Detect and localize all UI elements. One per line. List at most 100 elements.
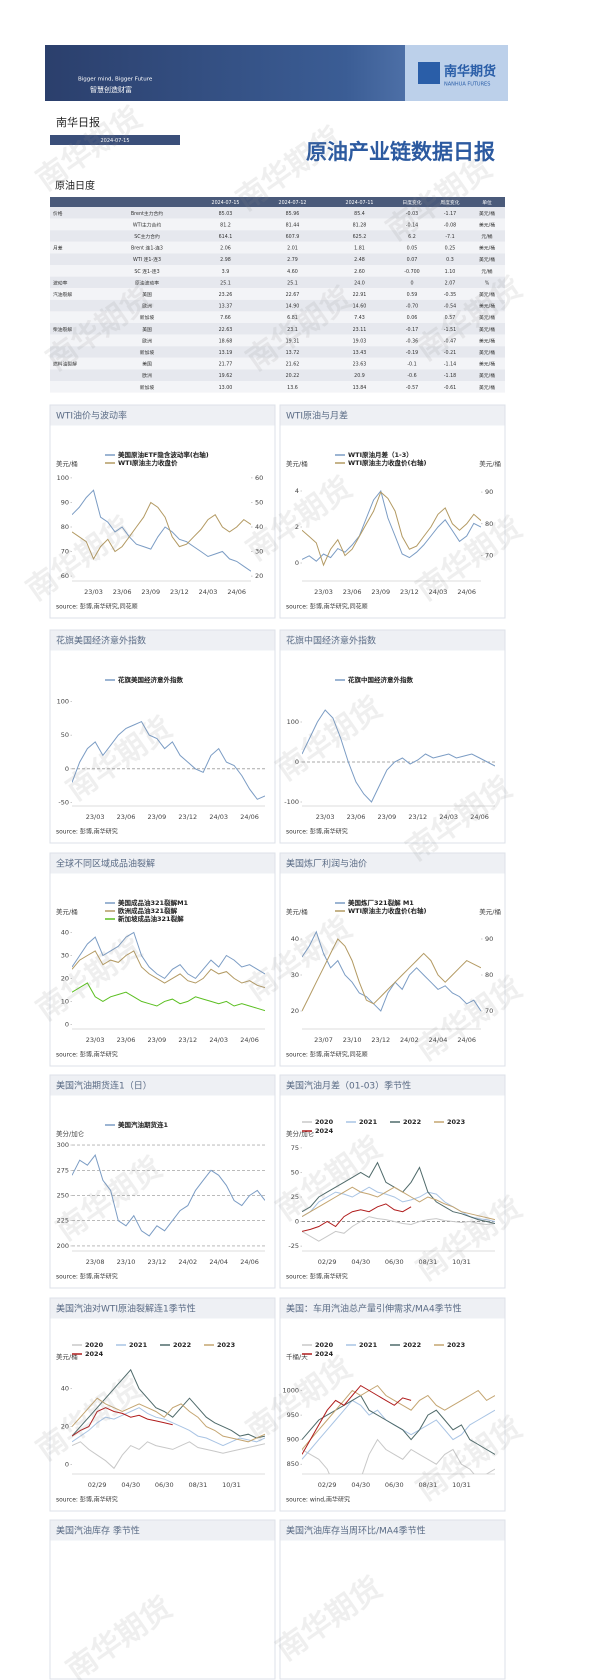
table-cell: 新加坡 [140,349,155,356]
y-tick-label: 275 [57,1166,69,1174]
table-cell: 19.03 [353,338,367,344]
x-tick-label: 23/09 [378,813,397,821]
table-cell: 13.72 [286,350,300,356]
legend-label: 2024 [85,1350,104,1358]
panel-title: WTI油价与波动率 [56,410,127,422]
table-cell: 美元/桶 [479,291,495,298]
table-cell: 0.06 [407,315,418,321]
y-tick-label: -50 [58,799,69,807]
table-cell: 0.57 [445,315,456,321]
y2-axis-label: 美元/桶 [479,907,501,916]
table-cell: 13.19 [219,350,233,356]
y-tick-label: -25 [288,1242,299,1250]
series-line [72,1368,265,1439]
x-tick-label: 04/30 [351,1481,370,1489]
table-row [50,230,505,242]
table-cell: -0.08 [444,222,456,228]
y-axis-label: 美分/加仑 [56,1129,85,1138]
table-cell: 0.05 [407,246,418,252]
table-cell: 燃料油裂解 [53,361,77,368]
legend-label: 2020 [85,1341,104,1349]
y2-tick-label: 40 [255,523,263,531]
table-row [50,218,505,231]
table-cell: 13.43 [353,350,367,356]
table-cell: 美国 [142,326,152,333]
panel [279,1074,506,1289]
y-tick-label: 850 [287,1460,299,1468]
table-cell: -0.1 [407,362,416,368]
legend-label: 美国原油ETF隐含波动率(右轴) [118,450,209,459]
table-cell: -1.14 [444,362,456,368]
y-tick-label: 100 [57,697,69,705]
x-tick-label: 23/09 [148,813,167,821]
table-cell: 美元/桶 [479,245,495,252]
panel-header [50,630,275,651]
table-cell: 4.60 [287,269,298,275]
panel-title: 花旗中国经济意外指数 [286,635,376,647]
series-line [72,720,265,800]
table-cell: 0 [410,280,413,286]
x-tick-label: 04/30 [121,1481,140,1489]
table-cell: 14.90 [286,304,300,310]
table-row [50,369,505,381]
table-cell: 81.2 [220,222,231,228]
y-axis-label: 美分/加仑 [286,1129,315,1138]
y-tick-label: 50 [61,731,69,739]
table-cell: % [485,280,490,286]
table-cell: 价格 [53,210,63,217]
panel-header [50,1520,275,1541]
table-cell: 23.11 [353,327,367,333]
table-cell: 美元/桶 [479,314,495,321]
y-tick-label: 900 [287,1436,299,1444]
table-row [50,288,505,300]
table-cell: 85.96 [286,211,300,217]
y-tick-label: 20 [291,1007,299,1015]
panel-title: 全球不同区域成品油裂解 [56,858,155,870]
table-cell: -0.47 [444,338,456,344]
series-line [302,491,481,567]
series-line [302,1203,412,1232]
source: source: 彭博,南华研究 [56,1273,118,1281]
legend-label: 花旗美国经济意外指数 [118,675,184,684]
y-tick-label: 50 [291,1168,299,1176]
table-cell: 607.9 [286,234,300,240]
table-cell: 23.26 [219,292,233,298]
source: source: wind,南华研究 [286,1496,350,1504]
y2-tick-label: 30 [255,548,263,556]
series-line [302,489,481,562]
x-tick-label: 24/06 [457,588,476,596]
panel-title: 美国汽油对WTI原油裂解连1季节性 [56,1303,196,1315]
y2-tick-label: 70 [485,1007,493,1015]
legend-label: 美国炼厂321裂解 M1 [348,898,414,907]
x-tick-label: 06/30 [385,1258,404,1266]
table-cell: SC主力合约 [134,233,160,240]
y-tick-label: 0 [65,1461,69,1469]
panel-title: 美国汽油期货连1（日） [56,1080,152,1092]
table-row [50,357,505,370]
table-cell: 85.4 [354,211,365,217]
y-axis-label: 美元/桶 [286,907,308,916]
table-cell: 美国 [142,291,152,298]
column-header: 周度变化 [440,199,459,206]
y-tick-label: 90 [61,498,69,506]
table-cell: -0.6 [407,373,416,379]
table-cell: 20.9 [354,373,365,379]
x-tick-label: 23/12 [170,588,189,596]
panel [49,1074,276,1289]
table-row [50,241,505,254]
x-tick-label: 23/06 [117,813,136,821]
y-tick-label: 30 [291,971,299,979]
series-line [72,489,251,572]
x-tick-label: 23/06 [347,813,366,821]
source: source: 彭博,南华研究 [286,1273,348,1281]
table-cell: 625.2 [353,234,367,240]
series-line [72,931,265,980]
panel-title: 美国：车用汽油总产量引伸需求/MA4季节性 [286,1303,462,1315]
x-tick-label: 23/03 [316,813,335,821]
y-axis-label: 美元/桶 [56,907,78,916]
x-tick-label: 23/10 [343,1036,362,1044]
x-tick-label: 24/03 [429,588,448,596]
y-tick-label: 25 [291,1193,299,1201]
series-line [302,938,481,1012]
table-cell: 18.68 [219,338,233,344]
